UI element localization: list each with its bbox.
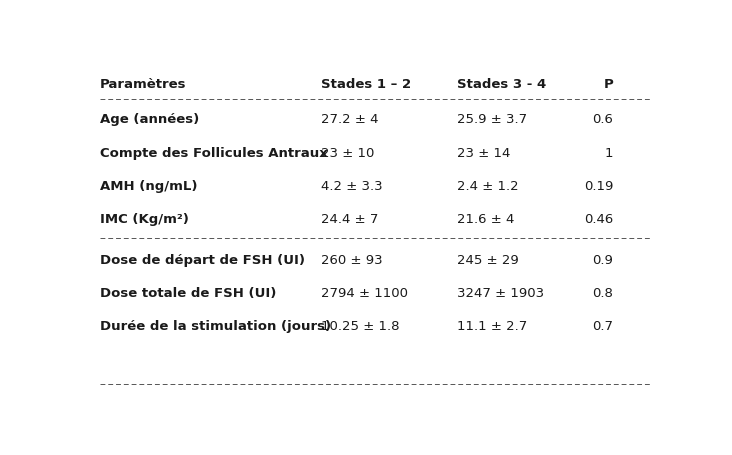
- Text: 2794 ± 1100: 2794 ± 1100: [321, 286, 408, 299]
- Text: AMH (ng/mL): AMH (ng/mL): [100, 179, 198, 192]
- Text: Stades 3 - 4: Stades 3 - 4: [458, 78, 547, 91]
- Text: 21.6 ± 4: 21.6 ± 4: [458, 213, 515, 226]
- Text: 260 ± 93: 260 ± 93: [321, 253, 383, 266]
- Text: 4.2 ± 3.3: 4.2 ± 3.3: [321, 179, 383, 192]
- Text: 11.1 ± 2.7: 11.1 ± 2.7: [458, 319, 528, 333]
- Text: Durée de la stimulation (jours): Durée de la stimulation (jours): [100, 319, 331, 333]
- Text: 0.6: 0.6: [592, 113, 613, 126]
- Text: IMC (Kg/m²): IMC (Kg/m²): [100, 213, 189, 226]
- Text: 10.25 ± 1.8: 10.25 ± 1.8: [321, 319, 400, 333]
- Text: 0.8: 0.8: [592, 286, 613, 299]
- Text: 24.4 ± 7: 24.4 ± 7: [321, 213, 378, 226]
- Text: 2.4 ± 1.2: 2.4 ± 1.2: [458, 179, 519, 192]
- Text: Paramètres: Paramètres: [100, 78, 187, 91]
- Text: 0.9: 0.9: [592, 253, 613, 266]
- Text: 3247 ± 1903: 3247 ± 1903: [458, 286, 545, 299]
- Text: Age (années): Age (années): [100, 113, 199, 126]
- Text: 1: 1: [605, 146, 613, 159]
- Text: 245 ± 29: 245 ± 29: [458, 253, 519, 266]
- Text: 23 ± 10: 23 ± 10: [321, 146, 375, 159]
- Text: 0.7: 0.7: [592, 319, 613, 333]
- Text: Dose de départ de FSH (UI): Dose de départ de FSH (UI): [100, 253, 305, 266]
- Text: Compte des Follicules Antraux: Compte des Follicules Antraux: [100, 146, 328, 159]
- Text: P: P: [604, 78, 613, 91]
- Text: 23 ± 14: 23 ± 14: [458, 146, 511, 159]
- Text: 25.9 ± 3.7: 25.9 ± 3.7: [458, 113, 528, 126]
- Text: Dose totale de FSH (UI): Dose totale de FSH (UI): [100, 286, 277, 299]
- Text: 0.46: 0.46: [584, 213, 613, 226]
- Text: Stades 1 – 2: Stades 1 – 2: [321, 78, 411, 91]
- Text: 0.19: 0.19: [584, 179, 613, 192]
- Text: 27.2 ± 4: 27.2 ± 4: [321, 113, 378, 126]
